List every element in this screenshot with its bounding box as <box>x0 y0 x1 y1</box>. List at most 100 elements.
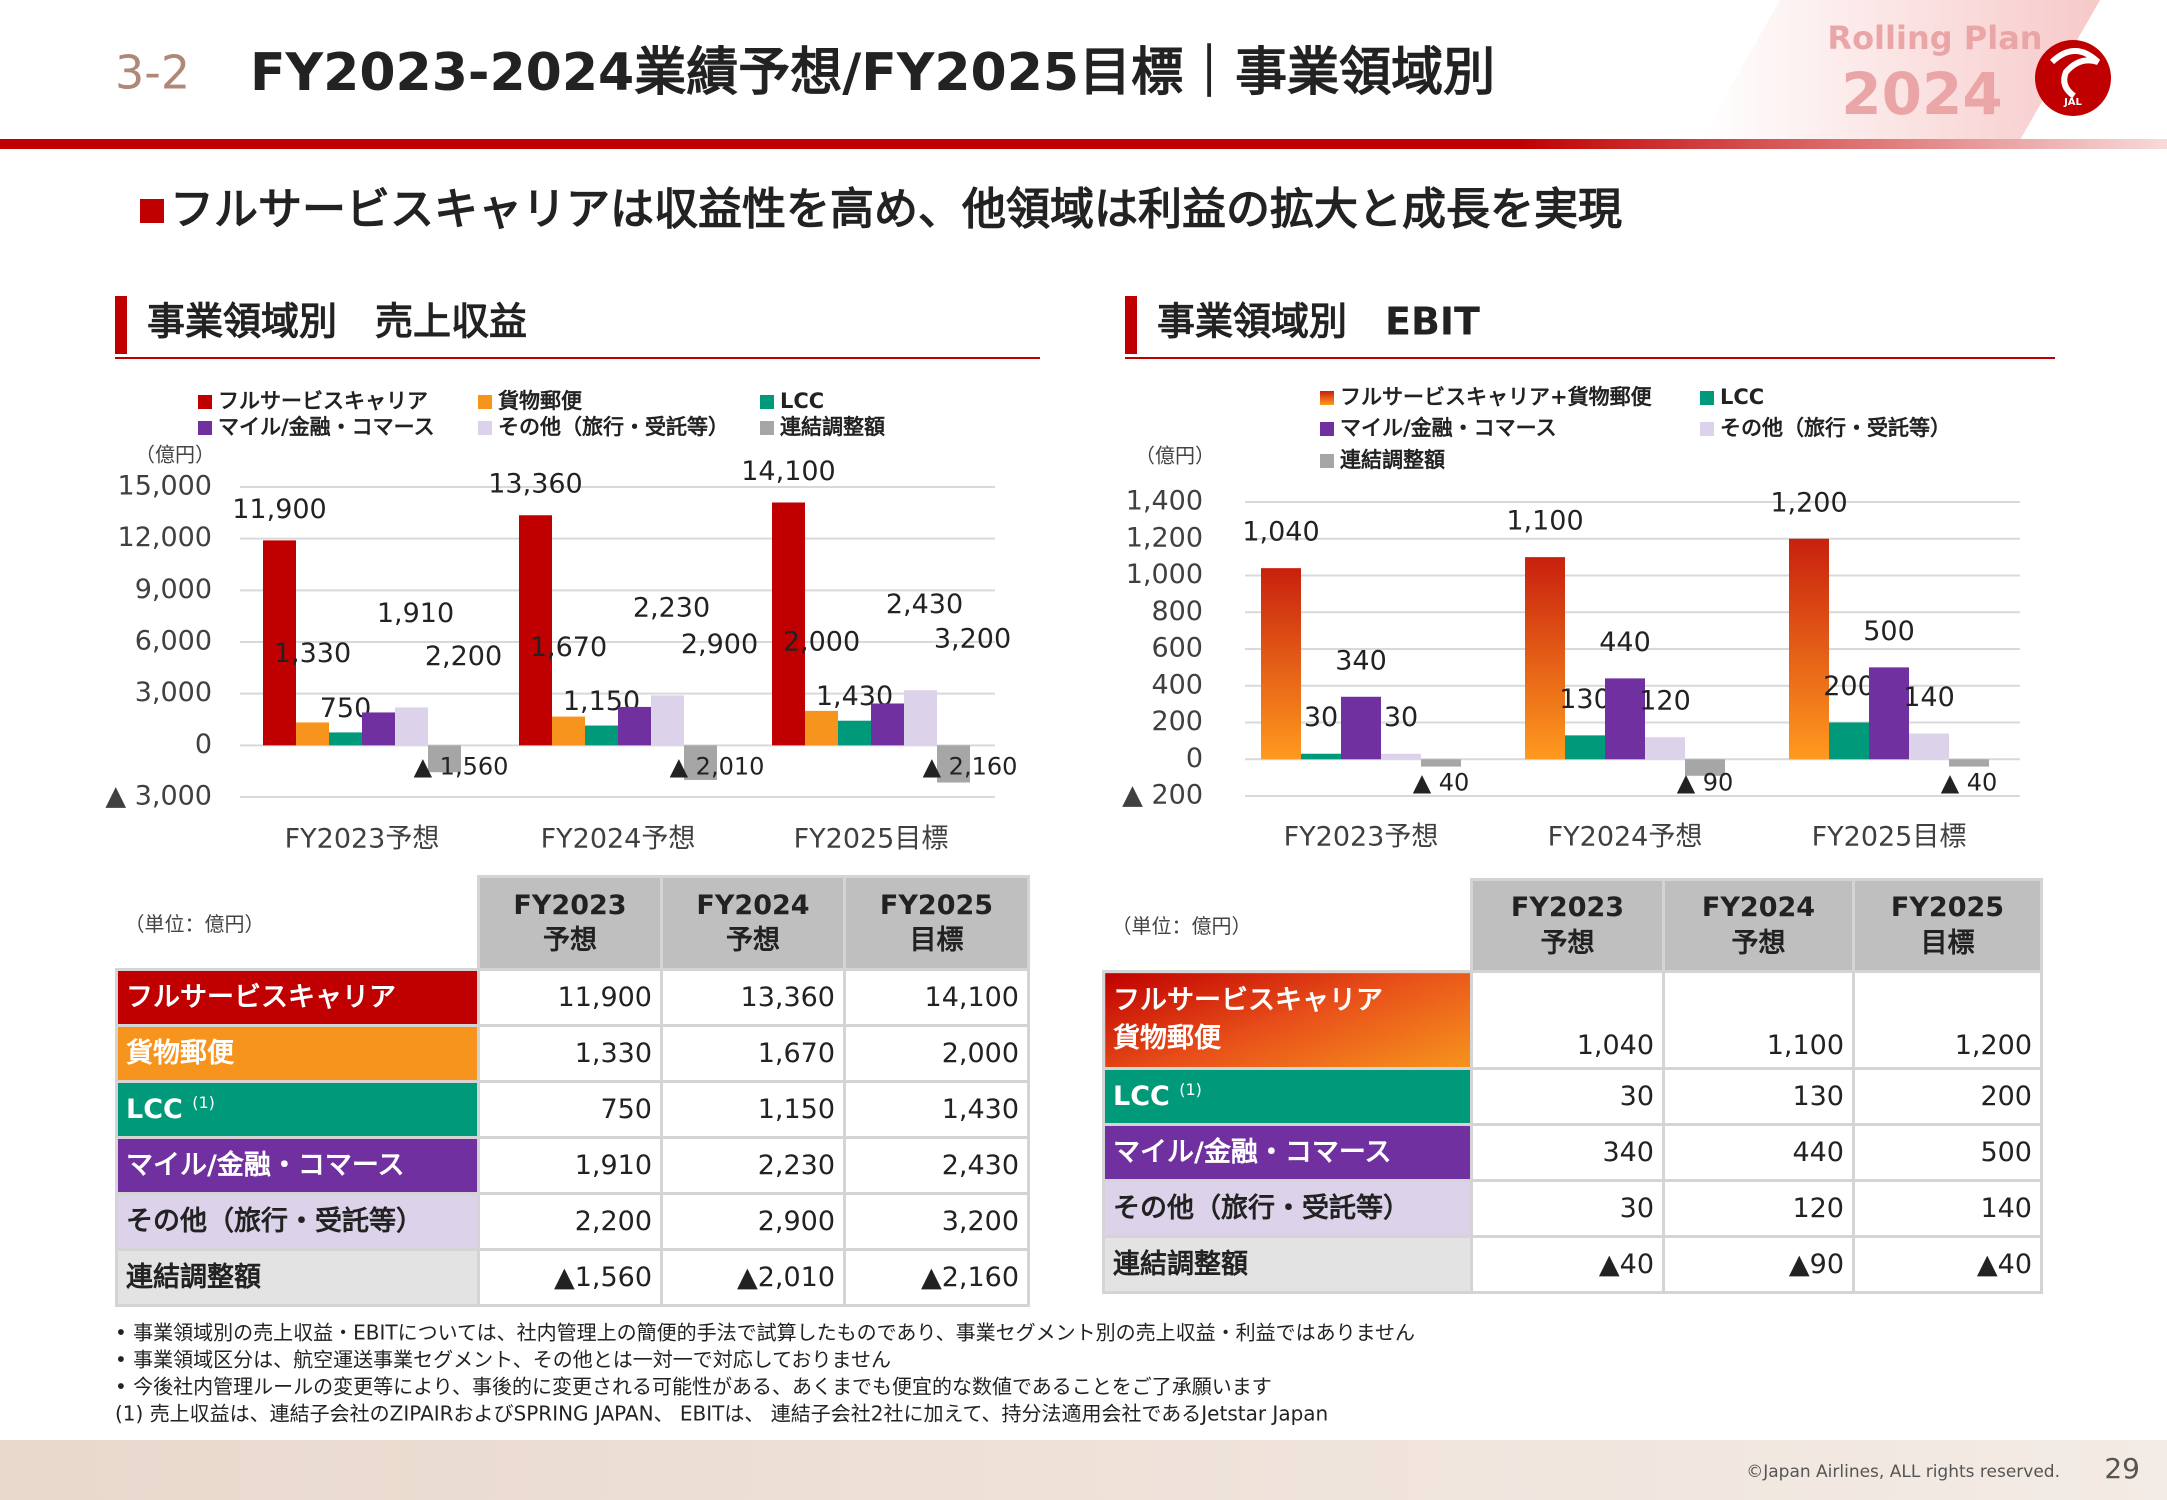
y-tick-label: 200 <box>1151 706 1203 737</box>
row-label-text: マイル/金融・コマース <box>1113 1136 1392 1168</box>
row-label-text: フルサービスキャリア 貨物郵便 <box>1113 985 1383 1054</box>
header-line: 目標 <box>1920 927 1975 959</box>
row-label: LCC (1) <box>1102 1067 1473 1126</box>
header-line: FY2023 <box>1510 892 1625 924</box>
table-row: フルサービスキャリア 11,900 13,360 14,100 <box>115 968 1030 1027</box>
table-row: フルサービスキャリア 貨物郵便 1,040 1,100 1,200 <box>1102 970 2043 1070</box>
header-cell: FY2023 予想 <box>1470 878 1665 973</box>
row-note: (1) <box>1179 1079 1202 1099</box>
footnote: • 事業領域別の売上収益・EBITについては、社内管理上の簡便的手法で試算したも… <box>115 1321 1415 1345</box>
footer-band <box>0 1440 2167 1500</box>
header-cell: FY2025 目標 <box>843 875 1030 971</box>
data-label: 13,360 <box>488 469 582 500</box>
header-rule <box>0 139 2167 149</box>
data-label: 3,200 <box>934 624 1011 655</box>
value-cell: ▲2,160 <box>843 1248 1030 1307</box>
data-label: ▲ 2,160 <box>923 752 1018 780</box>
value-cell: 2,430 <box>843 1136 1030 1195</box>
header-line: 予想 <box>1540 927 1595 959</box>
section-marker <box>1125 296 1137 354</box>
copyright: ©Japan Airlines, ALL rights reserved. <box>1746 1462 2060 1482</box>
header-row: （単位：億円） FY2023 予想 FY2024 予想 FY2025 目標 <box>117 875 1030 971</box>
row-label: 連結調整額 <box>1102 1235 1473 1294</box>
row-label-text: その他（旅行・受託等） <box>126 1205 423 1237</box>
header-cell: FY2023 予想 <box>477 875 663 971</box>
header-line: 予想 <box>1731 927 1786 959</box>
table-row: 連結調整額 ▲40 ▲90 ▲40 <box>1102 1235 2043 1294</box>
bar <box>904 690 937 746</box>
value-cell: ▲40 <box>1852 1235 2043 1294</box>
row-label-text: LCC <box>1113 1080 1170 1112</box>
data-label: 440 <box>1599 627 1651 658</box>
bar <box>1341 696 1381 760</box>
legend-label: その他（旅行・受託等） <box>1720 416 1951 440</box>
footnote: (1) 売上収益は、連結子会社のZIPAIRおよびSPRING JAPAN、 E… <box>115 1402 1328 1426</box>
y-tick-label: 400 <box>1151 669 1203 700</box>
bar <box>1869 667 1909 760</box>
y-tick-label: 1,200 <box>1126 522 1203 553</box>
bar <box>651 695 684 746</box>
row-label-text: 連結調整額 <box>1113 1248 1248 1280</box>
bar <box>618 706 651 746</box>
y-tick-label: 1,000 <box>1126 559 1203 590</box>
bar <box>1829 722 1869 760</box>
table-row: 貨物郵便 1,330 1,670 2,000 <box>115 1024 1030 1083</box>
row-label: フルサービスキャリア 貨物郵便 <box>1102 970 1473 1070</box>
header-cell: FY2024 予想 <box>660 875 846 971</box>
bar <box>1565 735 1605 760</box>
y-tick-label: 9,000 <box>135 574 212 605</box>
unit-label: （単位：億円） <box>1111 914 1252 939</box>
value-cell: 750 <box>477 1080 663 1139</box>
data-label: 1,040 <box>1242 517 1319 548</box>
row-label: フルサービスキャリア <box>115 968 480 1027</box>
value-cell: 2,230 <box>660 1136 846 1195</box>
badge-bg <box>1700 0 2100 140</box>
legend-label: フルサービスキャリア+貨物郵便 <box>1340 385 1653 409</box>
data-label: ▲ 40 <box>1413 768 1470 796</box>
x-tick-label: FY2024予想 <box>541 824 696 855</box>
bar <box>838 720 871 746</box>
bar <box>428 745 461 773</box>
row-label-text: マイル/金融・コマース <box>126 1149 405 1181</box>
value-cell: 130 <box>1662 1067 1855 1126</box>
y-tick-label: ▲ 200 <box>1122 780 1203 811</box>
bar <box>684 745 717 780</box>
page-title: FY2023-2024業績予想/FY2025目標｜事業領域別 <box>250 43 1495 103</box>
data-label: ▲ 2,010 <box>670 752 765 780</box>
y-tick-label: 0 <box>1186 743 1203 774</box>
value-cell: 1,670 <box>660 1024 846 1083</box>
value-cell: ▲40 <box>1470 1235 1665 1294</box>
legend-label: 貨物郵便 <box>498 389 583 413</box>
row-label: マイル/金融・コマース <box>1102 1123 1473 1182</box>
data-label: 14,100 <box>741 456 835 487</box>
data-label: 2,200 <box>425 641 502 672</box>
value-cell: ▲1,560 <box>477 1248 663 1307</box>
header-line: 予想 <box>726 925 780 956</box>
row-note: (1) <box>192 1092 215 1112</box>
value-cell: 1,200 <box>1852 970 2043 1070</box>
bar <box>1381 753 1421 760</box>
bar <box>296 722 329 746</box>
bar <box>871 703 904 746</box>
footnote: • 事業領域区分は、航空運送事業セグメント、その他とは一対一で対応しておりません <box>115 1348 891 1372</box>
row-label: 連結調整額 <box>115 1248 480 1307</box>
bar <box>329 732 362 746</box>
row-label-text: 貨物郵便 <box>126 1037 234 1069</box>
section-marker <box>115 296 127 354</box>
bar <box>1421 759 1461 767</box>
header-cell: FY2025 目標 <box>1852 878 2043 973</box>
row-label: その他（旅行・受託等） <box>115 1192 480 1251</box>
unit-label: （億円） <box>1135 444 1215 468</box>
bar <box>1261 568 1301 760</box>
value-cell: 2,000 <box>843 1024 1030 1083</box>
bar <box>1789 538 1829 760</box>
headline-marker <box>140 199 164 223</box>
data-label: 1,100 <box>1506 506 1583 537</box>
value-cell: 13,360 <box>660 968 846 1027</box>
data-table: （単位：億円） FY2023 予想 FY2024 予想 FY2025 目標 フルサービスキャリ… <box>115 875 1030 1307</box>
header-line: FY2025 <box>879 889 994 921</box>
data-label: 30 <box>1384 702 1418 733</box>
row-label-text: その他（旅行・受託等） <box>1113 1192 1410 1224</box>
data-label: 2,900 <box>681 629 758 660</box>
logo-text: JAL <box>2063 97 2082 108</box>
